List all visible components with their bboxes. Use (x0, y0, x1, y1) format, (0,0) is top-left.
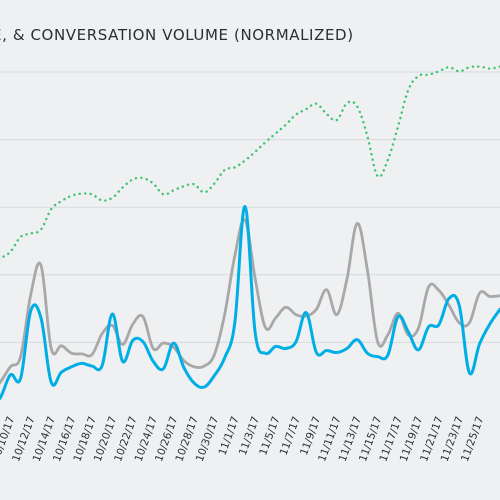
series-lines (0, 65, 500, 401)
chart-title: E, & CONVERSATION VOLUME (NORMALIZED) (0, 26, 354, 44)
dotted-series-line (0, 65, 500, 261)
x-axis-tick-labels: 10/10/1710/12/1710/14/1710/16/1710/18/17… (0, 415, 486, 463)
gray-series-line (0, 218, 500, 385)
blue-series-line (0, 205, 500, 401)
